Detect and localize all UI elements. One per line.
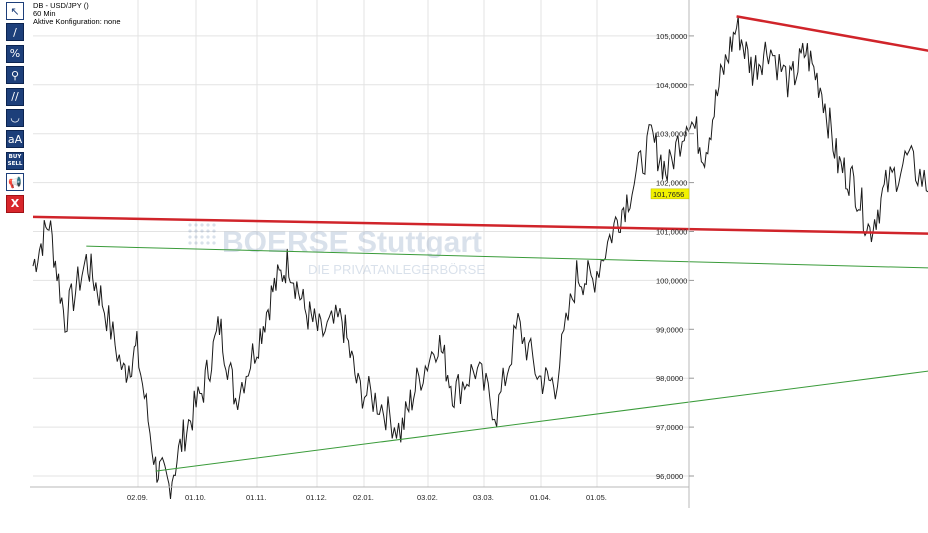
megaphone-icon[interactable]: 📢 — [6, 173, 24, 192]
trendlines — [32, 15, 928, 472]
x-tick-label: 01.05. — [586, 493, 607, 502]
y-axis-ticks: 96,0000 97,0000 98,0000 99,0000 100,0000 101,… — [656, 32, 694, 481]
y-tick-label: 101,0000 — [656, 228, 687, 237]
last-price-box — [650, 188, 690, 200]
x-tick-label: 01.10. — [185, 493, 206, 502]
price-series-line — [32, 16, 928, 500]
zoom-icon[interactable]: ⚲ — [6, 66, 24, 85]
cursor-arrow-icon[interactable]: ↖ — [6, 2, 24, 20]
parallel-lines-icon[interactable]: // — [6, 87, 24, 106]
y-tick-label: 102,0000 — [656, 179, 687, 188]
x-tick-label: 01.12. — [306, 493, 327, 502]
last-price-marker: 101,7656 — [650, 188, 690, 200]
drawing-toolbar: ↖ /% ⚲ // ◡ aA BUY SELL 📢 X — [6, 2, 26, 216]
trendline[interactable] — [155, 251, 928, 472]
x-tick-label: 03.03. — [473, 493, 494, 502]
trendline[interactable] — [32, 215, 928, 251]
y-tick-label: 98,0000 — [656, 374, 683, 383]
y-tick-label: 96,0000 — [656, 472, 683, 481]
watermark-brand: BOERSE Stuttgart — [222, 226, 482, 259]
buy-sell-text: SELL — [7, 160, 23, 167]
y-tick-label: 97,0000 — [656, 423, 683, 432]
interval-label: 60 Min — [33, 9, 56, 18]
y-tick-label: 104,0000 — [656, 81, 687, 90]
y-tick-label: 100,0000 — [656, 276, 687, 285]
curve-icon[interactable]: ◡ — [6, 108, 24, 127]
x-tick-label: 02.09. — [127, 493, 148, 502]
y-tick-label: 105,0000 — [656, 32, 687, 41]
x-tick-label: 01.11. — [246, 493, 266, 502]
chart-header: DB - USD/JPY () 60 Min Aktive Konfigurat… — [33, 2, 121, 26]
trendline[interactable] — [86, 245, 928, 285]
buy-sell-icon[interactable]: BUY SELL — [6, 151, 24, 170]
y-tick-label: 103,0000 — [656, 130, 687, 139]
watermark-tagline: DIE PRIVATANLEGERBÖRSE — [308, 262, 485, 277]
chart-grid — [33, 0, 689, 487]
close-icon[interactable]: X — [6, 194, 24, 213]
x-tick-label: 03.02. — [417, 493, 438, 502]
config-label: Aktive Konfiguration: none — [33, 17, 121, 26]
y-tick-label: 99,0000 — [656, 325, 683, 334]
x-tick-label: 02.01. — [353, 493, 374, 502]
percent-icon[interactable]: % — [6, 44, 24, 63]
text-size-icon[interactable]: aA — [6, 130, 24, 149]
x-tick-label: 01.04. — [530, 493, 551, 502]
x-axis-ticks: 02.09. 01.10. 01.11. 01.12. 02.01. 03.02. 03.0… — [127, 493, 607, 502]
watermark-logo-dots — [188, 223, 216, 245]
buy-sell-text: BUY — [8, 153, 22, 160]
line-draw-icon[interactable]: / — [6, 23, 24, 42]
last-price-label: 101,7656 — [653, 190, 684, 199]
instrument-title: DB - USD/JPY () — [33, 1, 89, 10]
trendline[interactable] — [736, 15, 928, 216]
